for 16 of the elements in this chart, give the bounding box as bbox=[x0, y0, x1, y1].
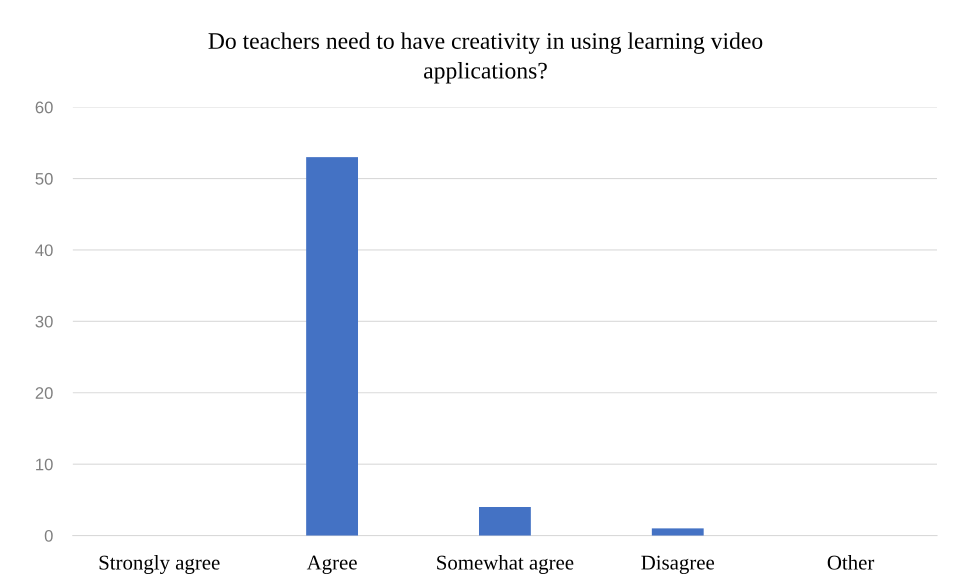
x-tick-label: Agree bbox=[306, 556, 357, 574]
x-tick-label: Disagree bbox=[641, 556, 714, 574]
y-tick-label: 50 bbox=[36, 172, 53, 185]
y-tick-label: 10 bbox=[36, 458, 53, 470]
y-tick-label: 20 bbox=[36, 387, 53, 399]
bar bbox=[478, 507, 531, 536]
x-tick-label: Strongly agree bbox=[100, 555, 220, 574]
bar bbox=[652, 528, 704, 536]
y-tick-label: 60 bbox=[36, 102, 53, 114]
y-tick-label: 40 bbox=[35, 244, 53, 256]
chart-title: Do teachers need to have creativity in using learning video applications? bbox=[208, 32, 762, 84]
x-tick-label: Other bbox=[828, 555, 874, 570]
y-tick-label: 30 bbox=[35, 316, 53, 328]
bar bbox=[306, 157, 358, 536]
x-tick-label: Somewhat agree bbox=[437, 555, 574, 574]
y-tick-label: 0 bbox=[44, 530, 53, 542]
